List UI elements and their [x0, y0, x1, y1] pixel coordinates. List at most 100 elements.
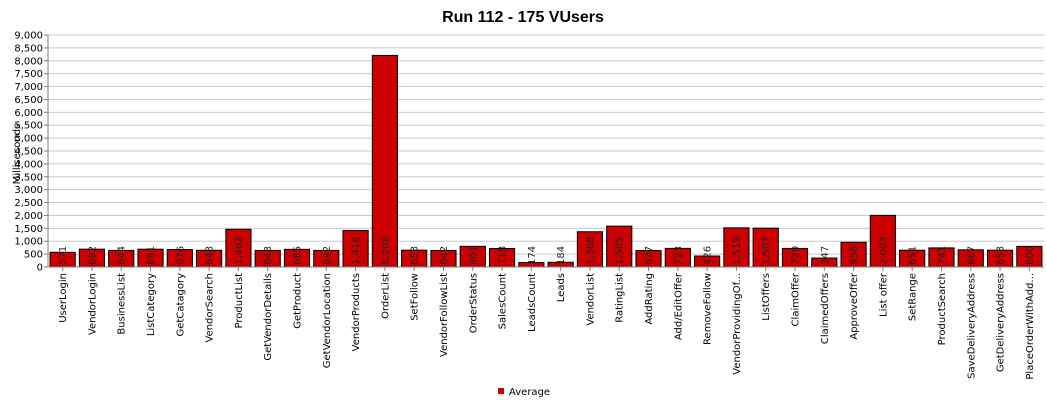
y-tick-label: 7,000 [14, 82, 43, 93]
legend-swatch [498, 388, 504, 394]
x-tick-label: GetCatagory [175, 273, 186, 337]
data-label: 1,462 [234, 236, 245, 265]
x-tick-label: ClaimedOffers [820, 273, 831, 344]
x-tick-label: SetRange [908, 273, 919, 321]
x-tick-label: GetProduct [293, 273, 304, 329]
data-label: 1,585 [615, 236, 626, 265]
data-label: 801 [468, 246, 479, 265]
y-tick-label: 3,000 [14, 185, 43, 196]
bar-layer [49, 54, 1043, 268]
data-label: 691 [146, 246, 157, 265]
data-label: 692 [87, 246, 98, 265]
y-tick-label: 6,500 [14, 95, 43, 106]
x-tick-label: Leads [556, 273, 567, 302]
x-tick-label: VendorFollowList [439, 273, 450, 357]
y-tick-label: 7,500 [14, 69, 43, 80]
data-label: 426 [703, 246, 714, 265]
data-label: 644 [117, 246, 128, 265]
x-tick-label: GetDeliveryAddress [996, 273, 1007, 372]
data-label: 8,208 [380, 236, 391, 265]
data-label: 958 [849, 246, 860, 265]
x-tick-label: SaveDeliveryAddress [966, 273, 977, 379]
bar [752, 227, 779, 268]
data-label: 653 [996, 246, 1007, 265]
legend: Average [498, 387, 550, 398]
y-tick-label: 2,500 [14, 198, 43, 209]
y-axis-ticks: 0 500 1,000 1,500 2,000 2,500 3,000 3,500 4,0004… [14, 31, 48, 274]
data-label: 648 [205, 246, 216, 265]
data-label: 1,519 [732, 236, 743, 265]
x-tick-label: ListCategory [146, 273, 157, 336]
y-tick-label: 8,500 [14, 43, 43, 54]
x-tick-label: VendorProducts [351, 273, 362, 351]
data-label: 1,416 [351, 236, 362, 265]
y-tick-label: 500 [24, 250, 43, 261]
x-tick-label: OrderStatus [468, 273, 479, 333]
data-label: 2,003 [878, 236, 889, 265]
x-tick-label: ProductList [234, 273, 245, 329]
y-tick-label: 6,000 [14, 108, 43, 119]
data-label: 653 [410, 246, 421, 265]
bar [371, 54, 398, 268]
chart-title: Run 112 - 175 VUsers [442, 9, 604, 26]
x-tick-label: ClaimOffer [791, 272, 802, 326]
data-label: 720 [791, 246, 802, 265]
bar [342, 229, 369, 268]
y-tick-label: 4,500 [14, 147, 43, 158]
x-tick-label: LeadsCount [527, 273, 538, 332]
bar [225, 228, 252, 268]
data-label: 741 [937, 246, 948, 265]
x-tick-label: ApproveOffer [849, 272, 860, 340]
x-tick-label: VendorList [585, 273, 596, 326]
y-tick-label: 1,000 [14, 237, 43, 248]
x-tick-label: ProductSearch [937, 273, 948, 345]
data-label-layer: 571 692 644 691 676 648 1,462 643 685 642 1,416 8,2… [58, 236, 1036, 265]
data-label: 184 [556, 246, 567, 265]
x-tick-label: AddRating [644, 273, 655, 325]
y-tick-label: 9,000 [14, 31, 43, 42]
x-tick-label: OrderList [380, 273, 391, 319]
x-tick-label: UserLogin [58, 273, 69, 323]
bar [869, 214, 896, 268]
data-label: 800 [1025, 246, 1036, 265]
x-tick-label: VendorLogin [87, 273, 98, 335]
x-tick-label: ListOffers [761, 273, 772, 321]
x-tick-label: VendorProvidingOf... [732, 273, 743, 375]
data-label: 685 [293, 246, 304, 265]
data-label: 347 [820, 246, 831, 265]
data-label: 643 [263, 246, 274, 265]
data-label: 1,507 [761, 236, 772, 265]
x-tick-label: GetVendorLocation [322, 273, 333, 368]
data-label: 676 [175, 246, 186, 265]
y-tick-label: 5,500 [14, 121, 43, 132]
data-label: 571 [58, 246, 69, 265]
x-tick-label: RemoveFollow [703, 273, 714, 345]
x-tick-label: RatingList [615, 273, 626, 323]
y-tick-label: 5,000 [14, 134, 43, 145]
legend-label: Average [509, 387, 550, 398]
data-label: 637 [644, 246, 655, 265]
y-tick-label: 1,500 [14, 224, 43, 235]
x-tick-label: BusinessList [117, 273, 128, 335]
data-label: 718 [498, 246, 509, 265]
x-tick-label: SalesCount [498, 273, 509, 329]
y-tick-label: 3,500 [14, 172, 43, 183]
y-tick-label: 4,000 [14, 159, 43, 170]
y-tick-label: 8,000 [14, 56, 43, 67]
data-label: 642 [322, 246, 333, 265]
x-axis-ticks: UserLogin VendorLogin BusinessList ListCate… [58, 267, 1036, 380]
data-label: 174 [527, 246, 538, 265]
data-label: 651 [908, 246, 919, 265]
y-tick-label: 2,000 [14, 211, 43, 222]
bar [723, 227, 750, 268]
x-tick-label: GetVendorDetails [263, 273, 274, 361]
x-tick-label: PlaceOrderWithAdd... [1025, 273, 1036, 380]
x-tick-label: Add/EditOffer [673, 272, 684, 340]
data-label: 1,368 [585, 236, 596, 265]
x-tick-label: List offer [878, 272, 889, 317]
data-label: 723 [673, 246, 684, 265]
data-label: 667 [966, 246, 977, 265]
x-tick-label: VendorSearch [205, 273, 216, 343]
y-axis-title: Milliseconds [12, 124, 23, 185]
